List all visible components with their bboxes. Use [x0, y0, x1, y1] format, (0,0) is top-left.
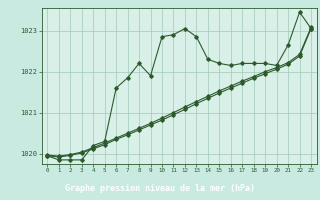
Text: Graphe pression niveau de la mer (hPa): Graphe pression niveau de la mer (hPa) [65, 184, 255, 193]
